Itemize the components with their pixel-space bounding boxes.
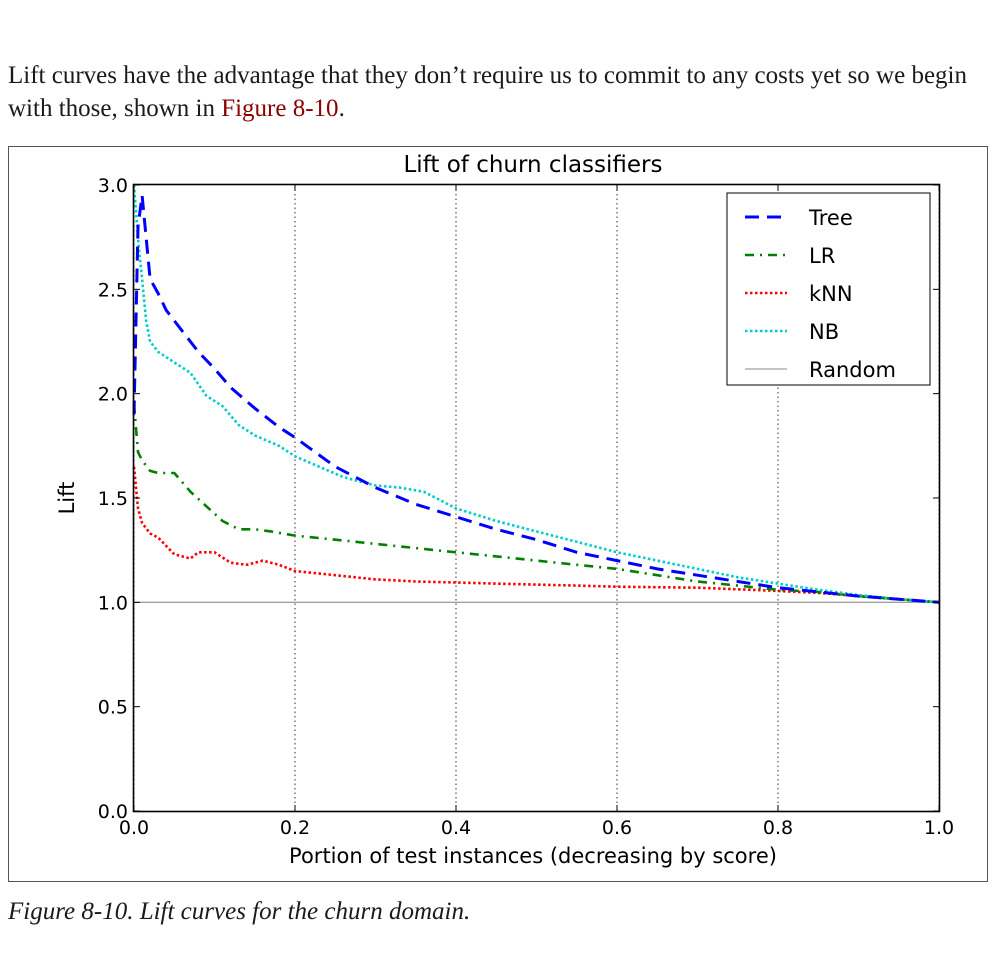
legend-label-random: Random bbox=[809, 358, 896, 382]
y-tick-label: 3.0 bbox=[98, 175, 128, 197]
legend-label-knn: kNN bbox=[809, 282, 853, 306]
intro-end: . bbox=[338, 95, 345, 122]
x-tick-label: 0.2 bbox=[280, 817, 310, 839]
x-tick-label: 1.0 bbox=[924, 817, 954, 839]
y-tick-label: 1.5 bbox=[98, 488, 128, 510]
axis-ticks: 0.0 0.2 0.4 0.6 0.8 1.0 0.0 0.5 1.0 1.5 2.0 2.5 3.0 bbox=[98, 175, 954, 839]
intro-paragraph: Lift curves have the advantage that they… bbox=[8, 59, 998, 125]
x-axis-label: Portion of test instances (decreasing by… bbox=[289, 844, 777, 868]
series-line-nb bbox=[132, 184, 940, 604]
plot-area-border bbox=[132, 183, 941, 813]
legend-label-lr: LR bbox=[809, 244, 835, 268]
legend-label-nb: NB bbox=[809, 320, 839, 344]
series-line-knn bbox=[132, 466, 940, 604]
x-tick-label: 0.0 bbox=[119, 817, 149, 839]
x-tick-label: 0.4 bbox=[441, 817, 471, 839]
x-tick-label: 0.8 bbox=[763, 817, 793, 839]
figure-link[interactable]: Figure 8-10 bbox=[221, 95, 339, 122]
y-tick-label: 0.0 bbox=[98, 801, 128, 823]
series-line-tree bbox=[132, 193, 940, 604]
y-tick-label: 1.0 bbox=[98, 592, 128, 614]
chart-title: Lift of churn classifiers bbox=[403, 152, 662, 178]
legend-label-tree: Tree bbox=[808, 206, 853, 230]
y-tick-label: 0.5 bbox=[98, 697, 128, 719]
series-line-lr bbox=[132, 403, 940, 604]
legend-box bbox=[726, 192, 931, 386]
intro-text: Lift curves have the advantage that they… bbox=[8, 62, 967, 122]
y-tick-label: 2.0 bbox=[98, 384, 128, 406]
y-axis-label: Lift bbox=[55, 482, 79, 515]
x-tick-label: 0.6 bbox=[602, 817, 632, 839]
lift-chart: Lift of churn classifiers 0.0 0.2 0.4 0.6 0.… bbox=[55, 152, 954, 868]
y-tick-label: 2.5 bbox=[98, 279, 128, 301]
series-lines bbox=[132, 184, 940, 604]
chart-legend: Tree LR kNN NB Random bbox=[726, 192, 931, 386]
figure-frame: Lift of churn classifiers 0.0 0.2 0.4 0.6 0.… bbox=[8, 146, 988, 882]
figure-caption: Figure 8-10. Lift curves for the churn d… bbox=[8, 898, 471, 925]
